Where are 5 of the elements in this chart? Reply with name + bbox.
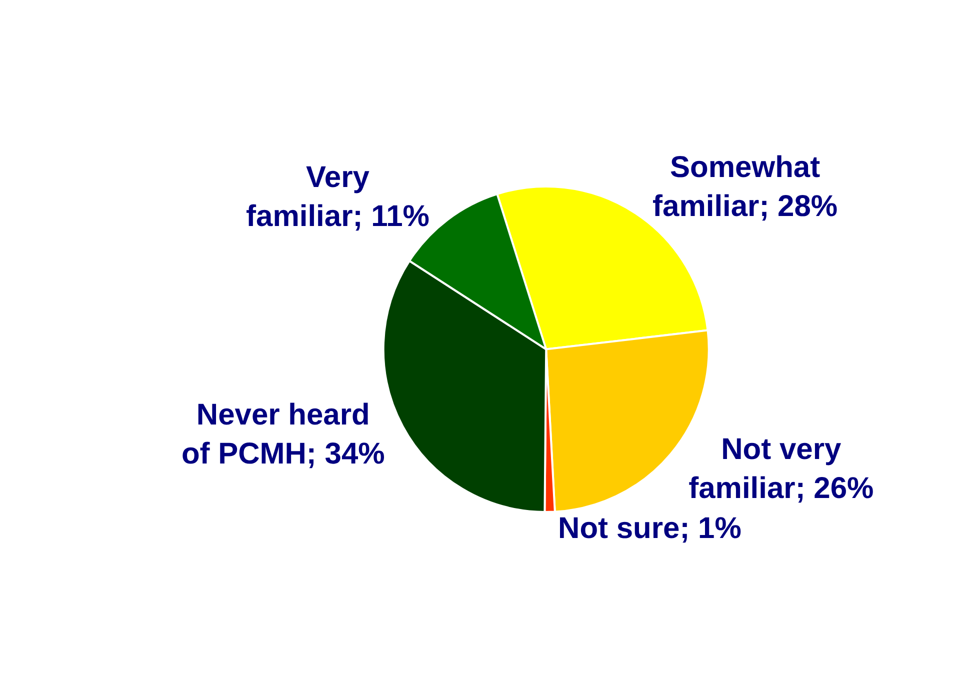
slice-label: Very familiar; 11% xyxy=(246,161,430,234)
slice-label: Not very familiar; 26% xyxy=(688,433,874,506)
slice-label: Never heard of PCMH; 34% xyxy=(181,398,385,471)
slice-label: Somewhat familiar; 28% xyxy=(652,151,838,224)
slice-label: Not sure; 1% xyxy=(558,512,742,545)
